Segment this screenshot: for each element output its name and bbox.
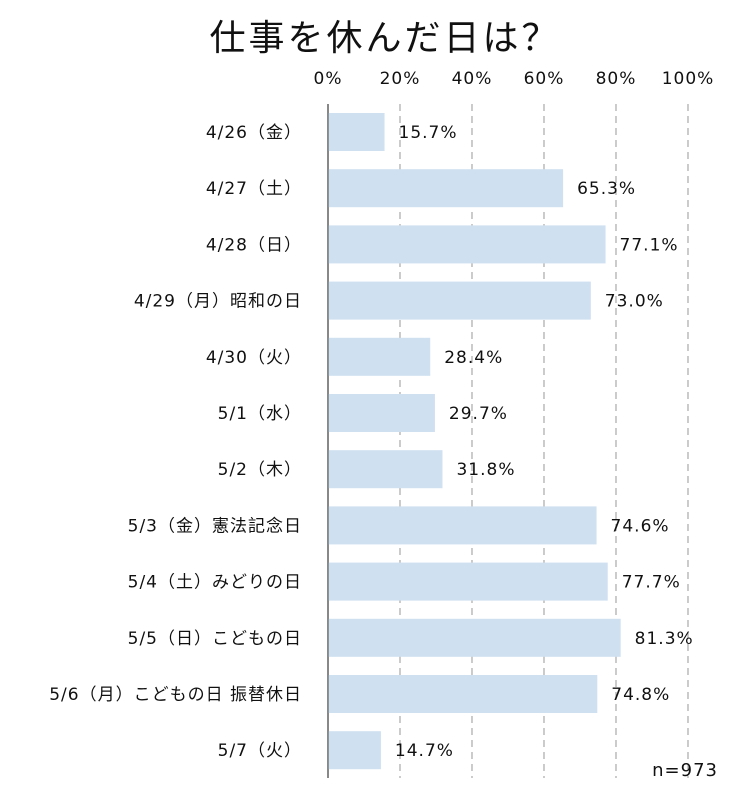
chart-title: 仕事を休んだ日は？ bbox=[209, 18, 560, 59]
bar bbox=[328, 281, 591, 320]
bar bbox=[328, 394, 435, 432]
value-label: 31.8% bbox=[456, 460, 515, 480]
category-label: 5/7（火） bbox=[218, 741, 302, 761]
grid-lines bbox=[327, 104, 689, 778]
value-label: 65.3% bbox=[577, 179, 636, 199]
value-label: 74.8% bbox=[611, 685, 670, 705]
category-label: 4/30（火） bbox=[206, 348, 302, 368]
value-label: 29.7% bbox=[449, 404, 508, 424]
x-tick-label: 60% bbox=[524, 69, 565, 89]
value-label: 77.1% bbox=[620, 235, 679, 255]
bar bbox=[328, 113, 385, 151]
category-label: 5/1（水） bbox=[218, 404, 302, 424]
bar bbox=[328, 450, 443, 489]
bar bbox=[328, 675, 598, 713]
category-label: 5/4（土）みどりの日 bbox=[128, 573, 302, 593]
value-labels: 15.7% 65.3% 77.1% 73.0% 28.4% 29.7% 31.8% 74.6%… bbox=[395, 123, 694, 761]
x-axis-ticks: 0% 20% 40% 60% 80% 100% bbox=[314, 69, 715, 89]
category-label: 4/26（金） bbox=[206, 123, 302, 143]
x-tick-label: 0% bbox=[314, 69, 343, 89]
category-label: 5/2（木） bbox=[218, 460, 302, 480]
category-label: 4/27（土） bbox=[206, 179, 302, 199]
x-tick-label: 40% bbox=[452, 69, 493, 89]
bar bbox=[328, 225, 606, 264]
value-label: 77.7% bbox=[622, 573, 681, 593]
category-labels: 4/26（金） 4/27（土） 4/28（日） 4/29（月）昭和の日 4/30（火） 5… bbox=[49, 123, 302, 761]
category-label: 5/6（月）こどもの日 振替休日 bbox=[49, 685, 302, 705]
sample-size-note: n=973 bbox=[652, 760, 718, 781]
value-label: 28.4% bbox=[444, 348, 503, 368]
category-label: 5/5（日）こどもの日 bbox=[128, 629, 302, 649]
value-label: 15.7% bbox=[399, 123, 458, 143]
category-label: 4/28（日） bbox=[206, 235, 302, 255]
value-label: 14.7% bbox=[395, 741, 454, 761]
bar bbox=[328, 506, 597, 545]
category-label: 5/3（金）憲法記念日 bbox=[128, 515, 302, 536]
bar bbox=[328, 169, 564, 208]
value-label: 73.0% bbox=[605, 292, 664, 312]
value-label: 81.3% bbox=[635, 629, 694, 649]
category-label: 4/29（月）昭和の日 bbox=[134, 292, 302, 312]
bar bbox=[328, 618, 621, 657]
x-tick-label: 80% bbox=[596, 69, 637, 89]
x-tick-label: 100% bbox=[662, 69, 715, 89]
bar bbox=[328, 337, 431, 376]
bar bbox=[328, 731, 381, 770]
bar bbox=[328, 562, 608, 601]
value-label: 74.6% bbox=[611, 516, 670, 536]
bars bbox=[328, 113, 621, 770]
x-tick-label: 20% bbox=[380, 69, 421, 89]
